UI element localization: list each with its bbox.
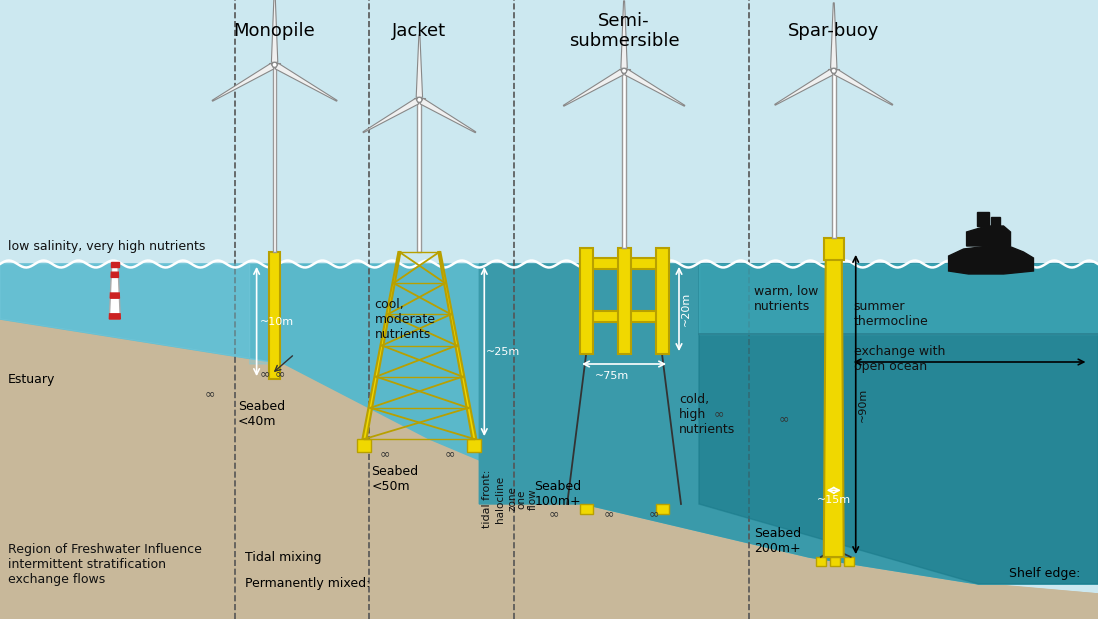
Bar <box>111 262 119 267</box>
Polygon shape <box>110 293 120 298</box>
Text: ~15m: ~15m <box>816 495 850 505</box>
Bar <box>580 248 593 354</box>
Text: Spar-buoy: Spar-buoy <box>788 22 880 40</box>
Text: Shelf edge:: Shelf edge: <box>1009 568 1080 581</box>
Polygon shape <box>0 319 1099 619</box>
Text: Monopile: Monopile <box>233 22 316 40</box>
Polygon shape <box>0 264 285 364</box>
Text: Tidal mixing: Tidal mixing <box>244 550 321 563</box>
Bar <box>414 98 425 102</box>
Text: ∞: ∞ <box>379 448 389 461</box>
Bar <box>824 238 844 260</box>
Bar <box>829 557 839 566</box>
Bar <box>468 439 482 452</box>
Polygon shape <box>698 264 1099 334</box>
Polygon shape <box>0 319 1099 619</box>
Bar <box>990 217 1000 226</box>
Polygon shape <box>363 98 419 132</box>
Text: ∞: ∞ <box>274 368 285 381</box>
Bar <box>358 439 372 452</box>
Bar <box>844 557 854 566</box>
Bar <box>977 212 989 226</box>
Circle shape <box>272 63 277 67</box>
Text: Jacket: Jacket <box>393 22 447 40</box>
Polygon shape <box>834 69 893 105</box>
Text: ~90m: ~90m <box>858 387 868 422</box>
Text: ∞: ∞ <box>649 508 659 521</box>
Polygon shape <box>0 264 1099 584</box>
Text: ~10m: ~10m <box>260 316 294 326</box>
Polygon shape <box>111 272 119 277</box>
Text: halocline
zone: halocline zone <box>495 475 517 522</box>
Text: summer
thermocline: summer thermocline <box>854 300 928 328</box>
Bar <box>580 258 669 269</box>
Polygon shape <box>480 264 1099 584</box>
Circle shape <box>417 97 422 102</box>
Bar <box>580 311 669 322</box>
Text: cool,
moderate
nutrients: cool, moderate nutrients <box>374 298 436 340</box>
Text: exchange with
open ocean: exchange with open ocean <box>854 345 945 373</box>
Text: ~75m: ~75m <box>595 371 629 381</box>
Bar <box>656 248 669 354</box>
Polygon shape <box>774 69 833 105</box>
Text: Region of Freshwater Influence
intermittent stratification
exchange flows: Region of Freshwater Influence intermitt… <box>8 542 202 586</box>
Text: Seabed
200m+: Seabed 200m+ <box>754 527 801 555</box>
Polygon shape <box>824 252 844 557</box>
Bar <box>832 73 836 238</box>
Text: Permanently mixed:: Permanently mixed: <box>244 578 370 591</box>
Bar <box>623 73 626 248</box>
Text: Semi-
submersible: Semi- submersible <box>569 12 680 50</box>
Polygon shape <box>620 1 627 68</box>
Polygon shape <box>948 246 1034 274</box>
Bar <box>270 252 280 379</box>
Text: ∞: ∞ <box>779 412 789 425</box>
Text: Seabed
100m+: Seabed 100m+ <box>535 480 581 508</box>
Polygon shape <box>698 264 1099 584</box>
Bar <box>828 69 839 73</box>
Polygon shape <box>830 3 837 68</box>
Bar <box>270 63 280 67</box>
Polygon shape <box>416 35 422 97</box>
Polygon shape <box>439 252 476 439</box>
Polygon shape <box>212 63 274 102</box>
Circle shape <box>621 68 627 73</box>
Text: ∞: ∞ <box>260 368 270 381</box>
Text: Seabed
<50m: Seabed <50m <box>372 465 419 493</box>
Text: Estuary: Estuary <box>8 373 55 386</box>
Text: warm, low
nutrients: warm, low nutrients <box>754 285 818 313</box>
Bar <box>656 504 669 514</box>
Polygon shape <box>363 252 400 439</box>
Text: ~25m: ~25m <box>486 347 520 357</box>
Bar <box>418 102 421 252</box>
Text: ∞: ∞ <box>549 508 560 521</box>
Polygon shape <box>275 63 337 102</box>
Text: ∞: ∞ <box>205 387 214 400</box>
Bar <box>618 69 629 73</box>
Polygon shape <box>967 226 1011 246</box>
Text: cold,
high
nutrients: cold, high nutrients <box>679 392 735 436</box>
Text: ~20m: ~20m <box>681 292 691 326</box>
Polygon shape <box>272 0 278 63</box>
Bar <box>580 504 593 514</box>
Bar <box>273 67 276 252</box>
Text: tidal front:: tidal front: <box>482 470 493 528</box>
Circle shape <box>832 68 836 73</box>
Text: low salinity, very high nutrients: low salinity, very high nutrients <box>8 240 206 253</box>
Polygon shape <box>563 69 624 106</box>
Polygon shape <box>420 98 476 132</box>
Bar <box>617 248 630 354</box>
Text: ∞: ∞ <box>604 508 614 521</box>
Text: ∞: ∞ <box>714 407 724 420</box>
Text: Seabed
<40m: Seabed <40m <box>238 400 285 428</box>
Polygon shape <box>109 314 120 319</box>
Text: ∞: ∞ <box>444 448 454 461</box>
Polygon shape <box>625 69 685 106</box>
Polygon shape <box>109 267 120 319</box>
Bar <box>816 557 826 566</box>
Text: one
flow: one flow <box>516 488 538 510</box>
